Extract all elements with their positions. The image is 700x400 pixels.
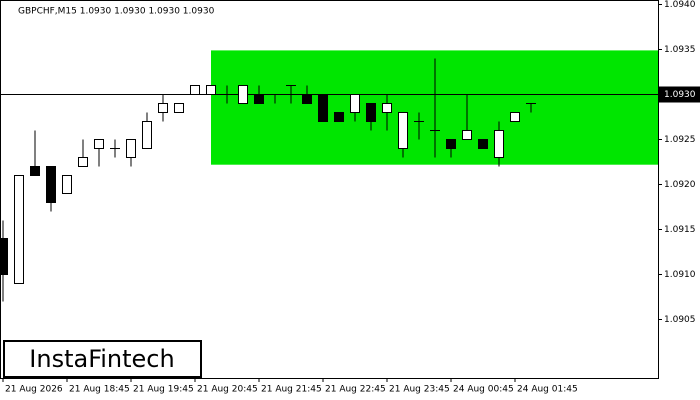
candle-body (350, 94, 360, 113)
candle-body (94, 139, 104, 149)
y-tick-label: 1.0940 (664, 0, 696, 10)
candle-body (510, 112, 520, 122)
plot-frame (0, 0, 659, 379)
x-tick-label: 21 Aug 18:45 (69, 385, 130, 395)
candle-body (238, 85, 248, 104)
candle-body (142, 121, 152, 149)
candle-body (318, 94, 328, 122)
candle-body (206, 85, 216, 95)
candle-body (494, 130, 504, 158)
candle-body (14, 175, 24, 284)
price-label: 1.0930 (664, 90, 696, 100)
candle-body (62, 175, 72, 194)
y-tick-label: 1.0905 (664, 315, 696, 325)
x-tick-label: 21 Aug 23:45 (389, 385, 450, 395)
candle-body (382, 103, 392, 113)
x-tick-label: 21 Aug 21:45 (261, 385, 322, 395)
candle-body (254, 94, 264, 104)
y-tick-label: 1.0910 (664, 270, 696, 280)
candle-body (0, 238, 8, 275)
candle-body (30, 166, 40, 176)
x-tick-label: 21 Aug 2026 (5, 385, 63, 395)
x-tick-label: 21 Aug 22:45 (325, 385, 386, 395)
candle-body (334, 112, 344, 122)
candle-body (78, 157, 88, 167)
candle-body (190, 85, 200, 95)
y-tick-label: 1.0915 (664, 225, 696, 235)
y-tick-label: 1.0935 (664, 45, 696, 55)
candle-body (46, 166, 56, 203)
candle-body (126, 139, 136, 158)
price-label-box (659, 86, 700, 103)
y-tick-label: 1.0925 (664, 135, 696, 145)
candle-body (462, 130, 472, 140)
logo: InstaFintech (29, 345, 174, 373)
chart-title: GBPCHF,M15 1.0930 1.0930 1.0930 1.0930 (18, 7, 215, 17)
candle-body (446, 139, 456, 149)
plot-area (0, 50, 658, 302)
candle-body (302, 94, 312, 104)
candle-body (398, 112, 408, 149)
candle-body (174, 103, 184, 113)
logo-box (3, 340, 202, 378)
candle-body (478, 139, 488, 149)
x-tick-label: 24 Aug 00:45 (453, 385, 514, 395)
x-tick-label: 24 Aug 01:45 (517, 385, 578, 395)
candle-body (366, 103, 376, 122)
y-tick-label: 1.0920 (664, 180, 696, 190)
x-tick-label: 21 Aug 20:45 (197, 385, 258, 395)
candle-body (158, 103, 168, 113)
x-tick-label: 21 Aug 19:45 (133, 385, 194, 395)
